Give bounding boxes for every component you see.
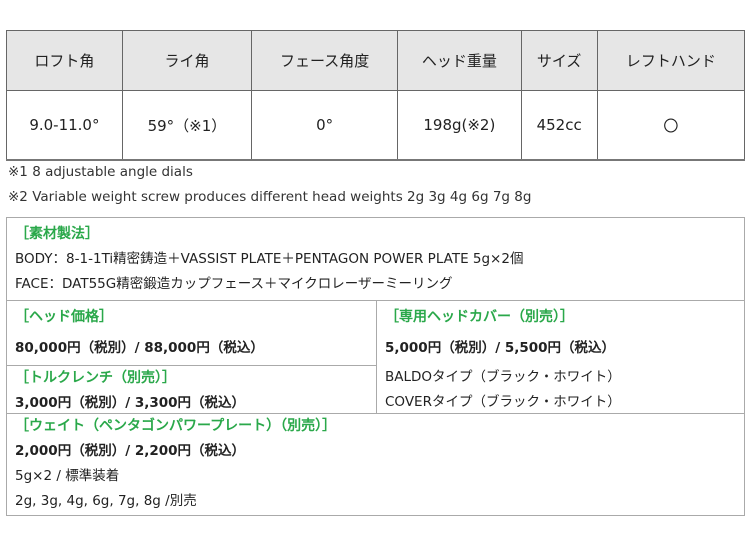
head-cover-title: ［専用ヘッドカバー（別売）］: [385, 309, 574, 325]
torque-wrench-title: ［トルクレンチ（別売）］: [15, 370, 176, 386]
note-2: ※2 Variable weight screw produces differ…: [8, 189, 532, 205]
materials-body: BODY：8-1-1Ti精密鋳造＋VASSIST PLATE＋PENTAGON …: [15, 251, 524, 267]
head-cover-price: 5,000円（税別）/ 5,500円（税込）: [385, 340, 616, 356]
materials-title: ［素材製法］: [15, 226, 99, 242]
header-lie: ライ角: [121, 30, 253, 91]
weight-standard: 5g×2 / 標準装着: [15, 468, 120, 484]
head-price-title: ［ヘッド価格］: [15, 309, 113, 325]
header-loft: ロフト角: [6, 30, 123, 91]
weight-title: ［ウェイト（ペンタゴンパワープレート）（別売）］: [15, 418, 337, 434]
head-cover-section: ［専用ヘッドカバー（別売）］ 5,000円（税別）/ 5,500円（税込） BA…: [376, 300, 745, 414]
value-head-weight: 198g(※2): [397, 90, 522, 161]
value-lie: 59°（※1）: [121, 90, 253, 161]
value-size: 452cc: [520, 90, 598, 161]
materials-section: ［素材製法］ BODY：8-1-1Ti精密鋳造＋VASSIST PLATE＋PE…: [6, 217, 745, 301]
value-face-angle: 0°: [251, 90, 399, 161]
value-left-hand: 〇: [596, 90, 746, 161]
header-size: サイズ: [520, 30, 598, 91]
spec-value-row: 9.0-11.0° 59°（※1） 0° 198g(※2) 452cc 〇: [6, 90, 746, 161]
materials-face: FACE：DAT55G精密鍛造カップフェース＋マイクロレーザーミーリング: [15, 276, 453, 292]
header-left-hand: レフトハンド: [596, 30, 746, 91]
value-loft: 9.0-11.0°: [6, 90, 123, 161]
head-price-section: ［ヘッド価格］ 80,000円（税別）/ 88,000円（税込）: [6, 300, 377, 366]
weight-options: 2g, 3g, 4g, 6g, 7g, 8g /別売: [15, 493, 197, 509]
torque-wrench-section: ［トルクレンチ（別売）］ 3,000円（税別）/ 3,300円（税込）: [6, 365, 377, 414]
weight-section: ［ウェイト（ペンタゴンパワープレート）（別売）］ 2,000円（税別）/ 2,2…: [6, 413, 745, 516]
spec-table: ロフト角 ライ角 フェース角度 ヘッド重量 サイズ レフトハンド 9.0-11.…: [6, 30, 746, 161]
header-face-angle: フェース角度: [251, 30, 399, 91]
head-price-value: 80,000円（税別）/ 88,000円（税込）: [15, 340, 264, 356]
head-cover-baldo: BALDOタイプ（ブラック・ホワイト）: [385, 369, 621, 385]
note-1: ※1 8 adjustable angle dials: [8, 164, 193, 180]
weight-price: 2,000円（税別）/ 2,200円（税込）: [15, 443, 246, 459]
spec-header-row: ロフト角 ライ角 フェース角度 ヘッド重量 サイズ レフトハンド: [6, 30, 746, 91]
torque-wrench-price: 3,000円（税別）/ 3,300円（税込）: [15, 395, 246, 411]
head-cover-cover: COVERタイプ（ブラック・ホワイト）: [385, 394, 621, 410]
header-head-weight: ヘッド重量: [397, 30, 522, 91]
